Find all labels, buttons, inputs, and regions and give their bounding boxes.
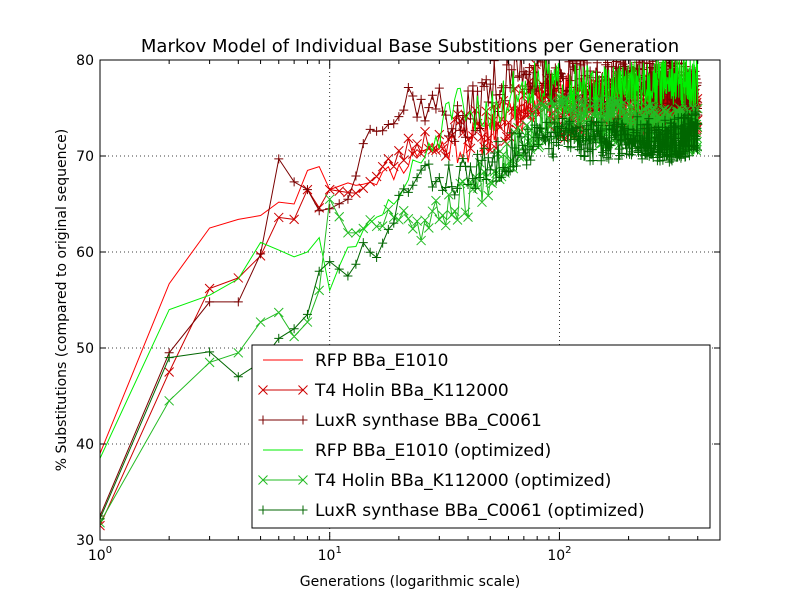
x-tick-label: 101 [318,545,342,564]
y-tick-label: 40 [76,437,94,453]
chart-title: Markov Model of Individual Base Substiti… [141,36,679,57]
y-tick-label: 30 [76,533,94,549]
y-tick-label: 50 [76,341,94,357]
x-tick-label: 100 [88,545,112,564]
legend-label-4: RFP BBa_E1010 (optimized) [315,441,551,461]
series-markers-6 [100,107,703,524]
legend-label-2: T4 Holin BBa_K112000 [314,381,509,401]
y-tick-label: 70 [76,149,94,165]
legend-box [251,344,711,529]
series-layer [100,60,703,531]
y-tick-label: 80 [76,53,94,69]
legend-label-5: T4 Holin BBa_K112000 (optimized) [314,471,611,491]
y-axis-label: % Substitutions (compared to original se… [54,129,70,471]
plot-frame [99,59,721,541]
legend-label-3: LuxR synthase BBa_C0061 [315,411,542,431]
y-tick-label: 60 [76,245,94,261]
legend-label-6: LuxR synthase BBa_C0061 (optimized) [315,501,645,521]
legend-marker-6 [258,505,308,515]
axis-ticks: 30 40 50 60 70 80 100 101 102 [76,53,720,564]
legend: RFP BBa_E1010 T4 Holin BBa_K112000 LuxR sy… [251,344,711,529]
legend-marker-2 [258,385,308,395]
x-axis-label: Generations (logarithmic scale) [300,574,520,590]
legend-marker-3 [258,415,308,425]
legend-label-1: RFP BBa_E1010 [315,351,449,371]
x-tick-label: 102 [547,545,571,564]
legend-marker-5 [258,475,308,485]
